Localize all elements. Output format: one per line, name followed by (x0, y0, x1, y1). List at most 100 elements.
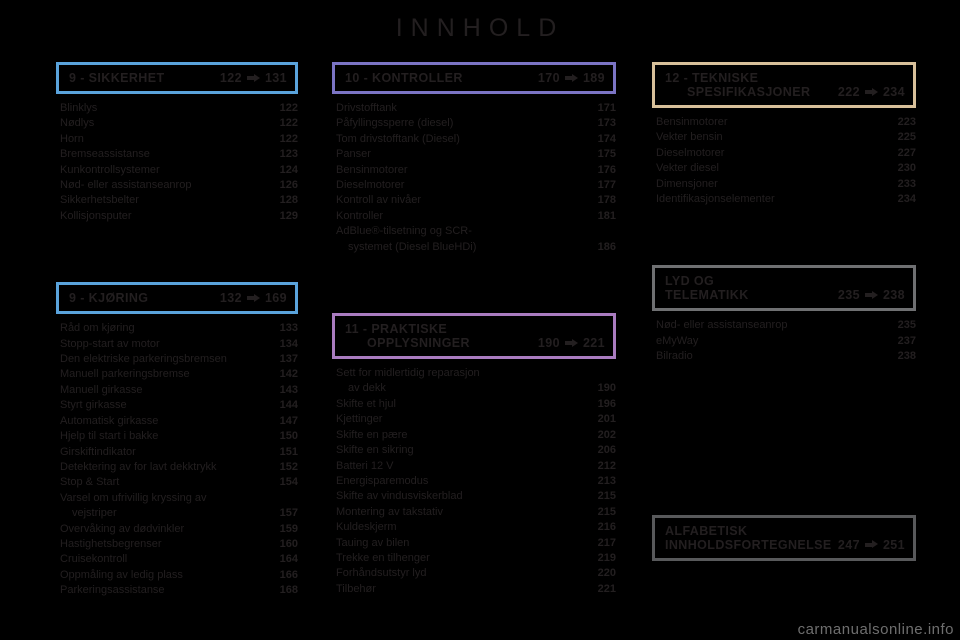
section-header-sikkerhet[interactable]: 9 - SIKKERHET 122 131 (56, 62, 298, 94)
entry-label: Hastighetsbegrenser (60, 537, 162, 550)
toc-entry[interactable]: Bremseassistanse 123 (60, 147, 298, 162)
toc-entry[interactable]: Tom drivstofftank (Diesel) 174 (336, 132, 616, 147)
toc-entry[interactable]: Detektering av for lavt dekktrykk 152 (60, 460, 298, 475)
range-to: 238 (882, 288, 905, 303)
toc-entry[interactable]: Skifte en sikring 206 (336, 443, 616, 458)
toc-entry[interactable]: Tauing av bilen 217 (336, 536, 616, 551)
toc-entry[interactable]: Kontroller 181 (336, 209, 616, 224)
toc-entry[interactable]: Styrt girkasse 144 (60, 398, 298, 413)
entry-page: 206 (597, 444, 616, 457)
toc-entry[interactable]: Stop & Start 154 (60, 475, 298, 490)
range-from: 235 (837, 288, 860, 303)
toc-entry[interactable]: Overvåking av dødvinkler 159 (60, 522, 298, 537)
toc-entry[interactable]: eMyWay 237 (656, 334, 916, 349)
toc-entry[interactable]: Nødlys 122 (60, 116, 298, 131)
entry-label: Drivstofftank (336, 102, 397, 114)
toc-entry[interactable]: Nød- eller assistanseanrop 235 (656, 318, 916, 333)
toc-entry[interactable]: Horn 122 (60, 132, 298, 147)
toc-entry[interactable]: Parkeringsassistanse 168 (60, 583, 298, 598)
entry-page: 159 (279, 522, 298, 535)
toc-entry[interactable]: Dieselmotorer 227 (656, 146, 916, 161)
entry-label: Horn (60, 132, 84, 145)
toc-entry[interactable]: AdBlue®-tilsetning og SCR- systemet (Die… (336, 224, 616, 255)
entry-page: 175 (597, 148, 616, 161)
entry-label: Energisparemodus (336, 474, 429, 487)
toc-entry[interactable]: Stopp-start av motor 134 (60, 337, 298, 352)
toc-entry[interactable]: Kontroll av nivåer 178 (336, 193, 616, 208)
entry-label: Vekter bensin (656, 131, 723, 144)
entry-label: Hjelp til start i bakke (60, 430, 159, 443)
section-header-tekniske-spesifikasjoner[interactable]: 12 - TEKNISKE SPESIFIKASJONER 222 234 (652, 62, 916, 108)
section-header-praktiske-opplysninger[interactable]: 11 - PRAKTISKE OPPLYSNINGER 190 221 (332, 313, 616, 360)
entry-list-kontroller: Drivstofftank 171 Påfyllingssperre (diese… (332, 101, 616, 255)
entry-label: Nød- eller assistanseanrop (656, 319, 788, 332)
toc-entry[interactable]: Den elektriske parkeringsbremsen 137 (60, 352, 298, 367)
toc-entry[interactable]: Hjelp til start i bakke 150 (60, 429, 298, 444)
entry-page: 133 (279, 322, 298, 335)
entry-label: Parkeringsassistanse (60, 584, 165, 597)
toc-entry[interactable]: Manuell parkeringsbremse 142 (60, 367, 298, 382)
section-header-lyd-og-telematikk[interactable]: LYD OG TELEMATIKK 235 238 (652, 265, 916, 312)
toc-entry[interactable]: Kollisjonsputer 129 (60, 209, 298, 224)
toc-entry[interactable]: Dimensjoner 233 (656, 177, 916, 192)
toc-entry[interactable]: Montering av takstativ 215 (336, 505, 616, 520)
toc-entry[interactable]: Påfyllingssperre (diesel) 173 (336, 116, 616, 131)
toc-entry[interactable]: Kuldeskjerm 216 (336, 520, 616, 535)
entry-label: Skifte et hjul (336, 397, 396, 410)
toc-entry[interactable]: Hastighetsbegrenser 160 (60, 537, 298, 552)
toc-entry[interactable]: Girskiftindikator 151 (60, 445, 298, 460)
entry-page: 230 (897, 162, 916, 175)
entry-label: Tauing av bilen (336, 536, 410, 549)
toc-entry[interactable]: Tilbehør 221 (336, 582, 616, 597)
section-header-kontroller[interactable]: 10 - KONTROLLER 170 189 (332, 62, 616, 94)
entry-label-cont: vejstriper (72, 507, 117, 520)
entry-label: Oppmåling av ledig plass (60, 568, 183, 581)
range-from: 122 (219, 71, 242, 85)
range-to: 169 (264, 291, 287, 306)
section-header-kjoring[interactable]: 9 - KJØRING 132 169 (56, 282, 298, 315)
toc-entry[interactable]: Vekter bensin 225 (656, 130, 916, 145)
toc-entry[interactable]: Batteri 12 V 212 (336, 459, 616, 474)
section-title: 10 - KONTROLLER (345, 71, 463, 85)
toc-entry[interactable]: Sett for midlertidig reparasjon av dekk 1… (336, 366, 616, 397)
range-to: 189 (582, 71, 605, 85)
toc-entry[interactable]: Skifte en pære 202 (336, 428, 616, 443)
entry-label: Kjettinger (336, 413, 383, 426)
toc-entry[interactable]: Bilradio 238 (656, 349, 916, 364)
toc-entry[interactable]: Panser 175 (336, 147, 616, 162)
toc-entry[interactable]: Kjettinger 201 (336, 412, 616, 427)
entry-label-cont: systemet (Diesel BlueHDi) (348, 240, 477, 253)
entry-page: 157 (279, 507, 298, 520)
range-from: 222 (837, 85, 860, 99)
toc-entry[interactable]: Cruisekontroll 164 (60, 552, 298, 567)
toc-entry[interactable]: Råd om kjøring 133 (60, 321, 298, 336)
toc-entry[interactable]: Trekke en tilhenger 219 (336, 551, 616, 566)
toc-entry[interactable]: Vekter diesel 230 (656, 161, 916, 176)
toc-entry[interactable]: Oppmåling av ledig plass 166 (60, 568, 298, 583)
toc-entry[interactable]: Varsel om ufrivillig kryssing av vejstri… (60, 491, 298, 522)
section-sikkerhet: 9 - SIKKERHET 122 131 Blinklys 122 Nødlys… (56, 62, 298, 224)
toc-entry[interactable]: Dieselmotorer 177 (336, 178, 616, 193)
toc-entry[interactable]: Bensinmotorer 223 (656, 115, 916, 130)
section-header-alfabetisk-innholdsfortegnelse[interactable]: ALFABETISK INNHOLDSFORTEGNELSE 247 251 (652, 514, 916, 561)
toc-entry[interactable]: Energisparemodus 213 (336, 474, 616, 489)
toc-entry[interactable]: Sikkerhetsbelter 128 (60, 193, 298, 208)
toc-entry[interactable]: Identifikasjonselementer 234 (656, 192, 916, 207)
toc-entry[interactable]: Blinklys 122 (60, 101, 298, 116)
toc-entry[interactable]: Kunkontrollsystemer 124 (60, 163, 298, 178)
toc-entry[interactable]: Manuell girkasse 143 (60, 383, 298, 398)
toc-entry[interactable]: Skifte et hjul 196 (336, 397, 616, 412)
entry-label: Overvåking av dødvinkler (60, 522, 185, 535)
entry-page: 123 (279, 148, 298, 161)
entry-label: Stopp-start av motor (60, 337, 160, 350)
toc-entry[interactable]: Nød- eller assistanseanrop 126 (60, 178, 298, 193)
toc-entry[interactable]: Automatisk girkasse 147 (60, 414, 298, 429)
entry-label: Batteri 12 V (336, 459, 394, 472)
toc-entry[interactable]: Drivstofftank 171 (336, 101, 616, 116)
toc-entry[interactable]: Forhåndsutstyr lyd 220 (336, 566, 616, 581)
entry-page: 144 (279, 399, 298, 412)
arrow-right-icon (864, 540, 878, 549)
toc-entry[interactable]: Bensinmotorer 176 (336, 163, 616, 178)
toc-entry[interactable]: Skifte av vindusviskerblad 215 (336, 489, 616, 504)
entry-page: 122 (279, 132, 298, 145)
